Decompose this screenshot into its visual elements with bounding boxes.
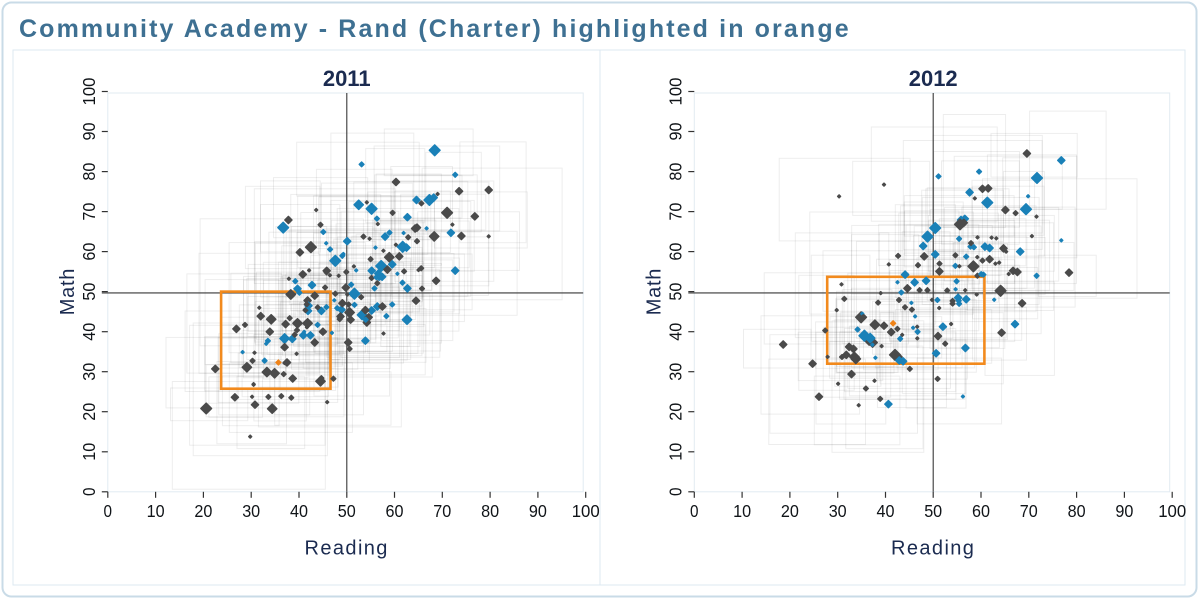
svg-text:20: 20 xyxy=(194,501,212,521)
svg-text:80: 80 xyxy=(1068,501,1086,521)
svg-text:0: 0 xyxy=(690,501,699,521)
svg-text:Reading: Reading xyxy=(891,538,975,560)
svg-text:40: 40 xyxy=(666,322,686,340)
svg-text:50: 50 xyxy=(666,282,686,300)
svg-text:40: 40 xyxy=(877,501,895,521)
svg-text:20: 20 xyxy=(666,402,686,420)
svg-text:80: 80 xyxy=(79,162,99,180)
svg-text:70: 70 xyxy=(1020,501,1038,521)
svg-text:Reading: Reading xyxy=(305,538,389,560)
svg-text:0: 0 xyxy=(104,501,113,521)
svg-text:40: 40 xyxy=(79,322,99,340)
svg-text:50: 50 xyxy=(338,501,356,521)
svg-text:10: 10 xyxy=(147,501,165,521)
svg-text:70: 70 xyxy=(666,202,686,220)
svg-text:60: 60 xyxy=(386,501,404,521)
svg-text:20: 20 xyxy=(781,501,799,521)
svg-text:20: 20 xyxy=(79,402,99,420)
svg-text:100: 100 xyxy=(79,77,99,105)
svg-text:90: 90 xyxy=(666,122,686,140)
svg-text:70: 70 xyxy=(433,501,451,521)
svg-text:30: 30 xyxy=(79,362,99,380)
svg-text:90: 90 xyxy=(1115,501,1133,521)
svg-text:50: 50 xyxy=(79,282,99,300)
svg-text:0: 0 xyxy=(666,487,686,496)
svg-text:Math: Math xyxy=(643,268,665,315)
svg-text:2011: 2011 xyxy=(323,66,371,91)
svg-text:Community Academy - Rand (Char: Community Academy - Rand (Charter) highl… xyxy=(19,15,851,43)
svg-text:30: 30 xyxy=(666,362,686,380)
svg-text:60: 60 xyxy=(79,242,99,260)
svg-text:90: 90 xyxy=(529,501,547,521)
svg-text:50: 50 xyxy=(924,501,942,521)
svg-text:100: 100 xyxy=(666,77,686,105)
svg-text:10: 10 xyxy=(79,443,99,461)
svg-text:Math: Math xyxy=(57,268,79,315)
svg-text:80: 80 xyxy=(666,162,686,180)
svg-text:60: 60 xyxy=(666,242,686,260)
svg-text:90: 90 xyxy=(79,122,99,140)
svg-text:30: 30 xyxy=(242,501,260,521)
svg-text:100: 100 xyxy=(1158,501,1186,521)
svg-text:2012: 2012 xyxy=(909,66,958,91)
svg-text:10: 10 xyxy=(666,443,686,461)
svg-text:0: 0 xyxy=(79,487,99,496)
svg-text:40: 40 xyxy=(290,501,308,521)
svg-text:100: 100 xyxy=(572,501,600,521)
svg-text:10: 10 xyxy=(733,501,751,521)
svg-text:60: 60 xyxy=(972,501,990,521)
svg-text:30: 30 xyxy=(829,501,847,521)
svg-text:80: 80 xyxy=(481,501,499,521)
svg-text:70: 70 xyxy=(79,202,99,220)
